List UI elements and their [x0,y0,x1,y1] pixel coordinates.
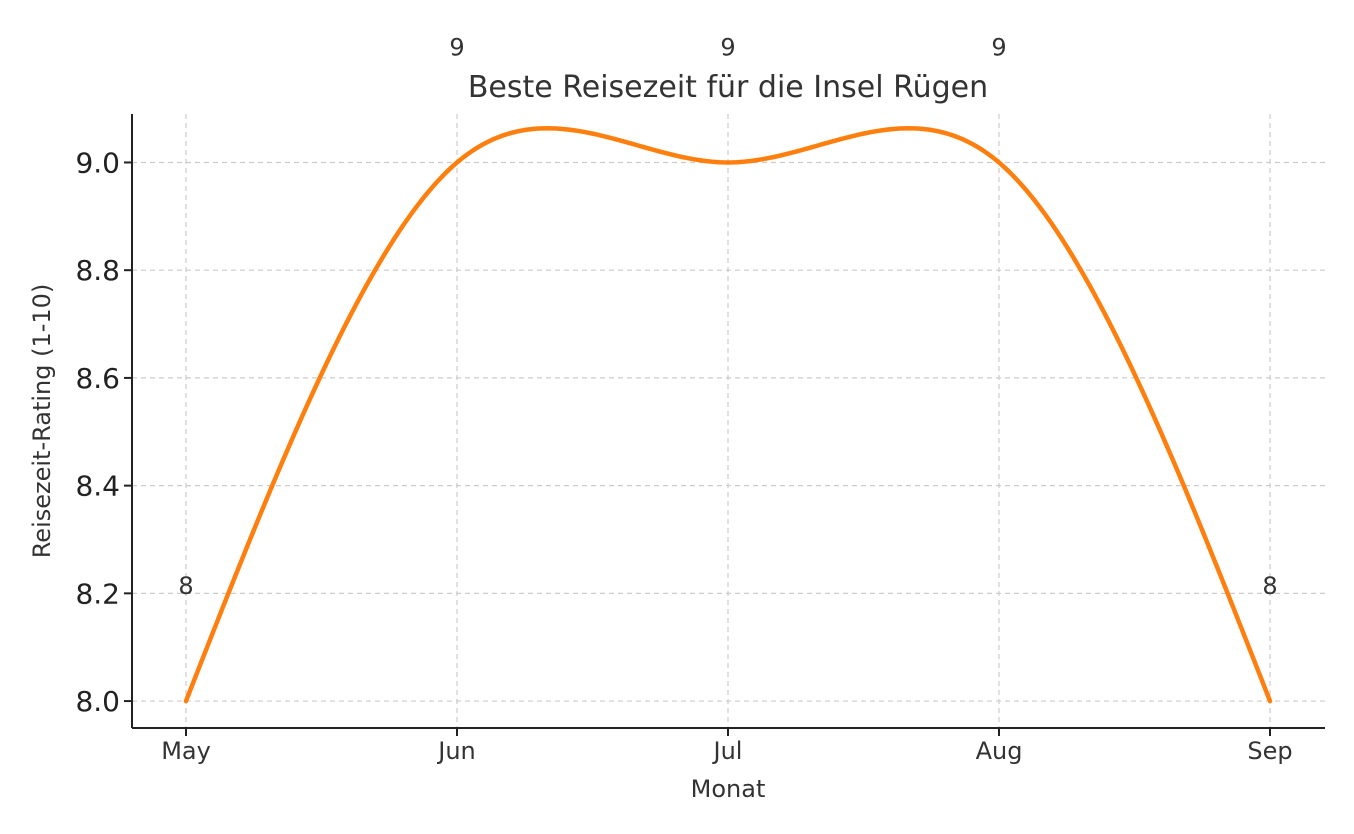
y-tick-label: 8.2 [75,577,120,610]
data-labels: 8 9 9 9 8 [178,33,1277,600]
series-line [183,126,1273,704]
x-tick-label: Jul [712,737,743,765]
x-tick-label: Jun [436,737,476,765]
data-label: 9 [449,33,464,61]
y-tick-label: 8.4 [75,470,120,503]
y-axis: 8.0 8.2 8.4 8.6 8.8 9.0 [75,146,132,718]
x-tick-label: May [161,737,211,765]
y-tick-label: 9.0 [75,146,120,179]
y-tick-label: 8.6 [75,362,120,395]
data-label: 8 [178,572,193,600]
y-tick-label: 8.0 [75,685,120,718]
data-label: 8 [1262,572,1277,600]
data-label: 9 [720,33,735,61]
data-label: 9 [991,33,1006,61]
x-tick-label: Aug [976,737,1023,765]
x-tick-label: Sep [1247,737,1292,765]
grid [132,114,1325,728]
x-axis-label: Monat [691,775,766,803]
y-axis-label: Reisezeit-Rating (1-10) [28,284,56,559]
y-tick-label: 8.8 [75,254,120,287]
chart-title: Beste Reisezeit für die Insel Rügen [468,70,988,105]
x-axis: May Jun Jul Aug Sep [161,728,1293,765]
